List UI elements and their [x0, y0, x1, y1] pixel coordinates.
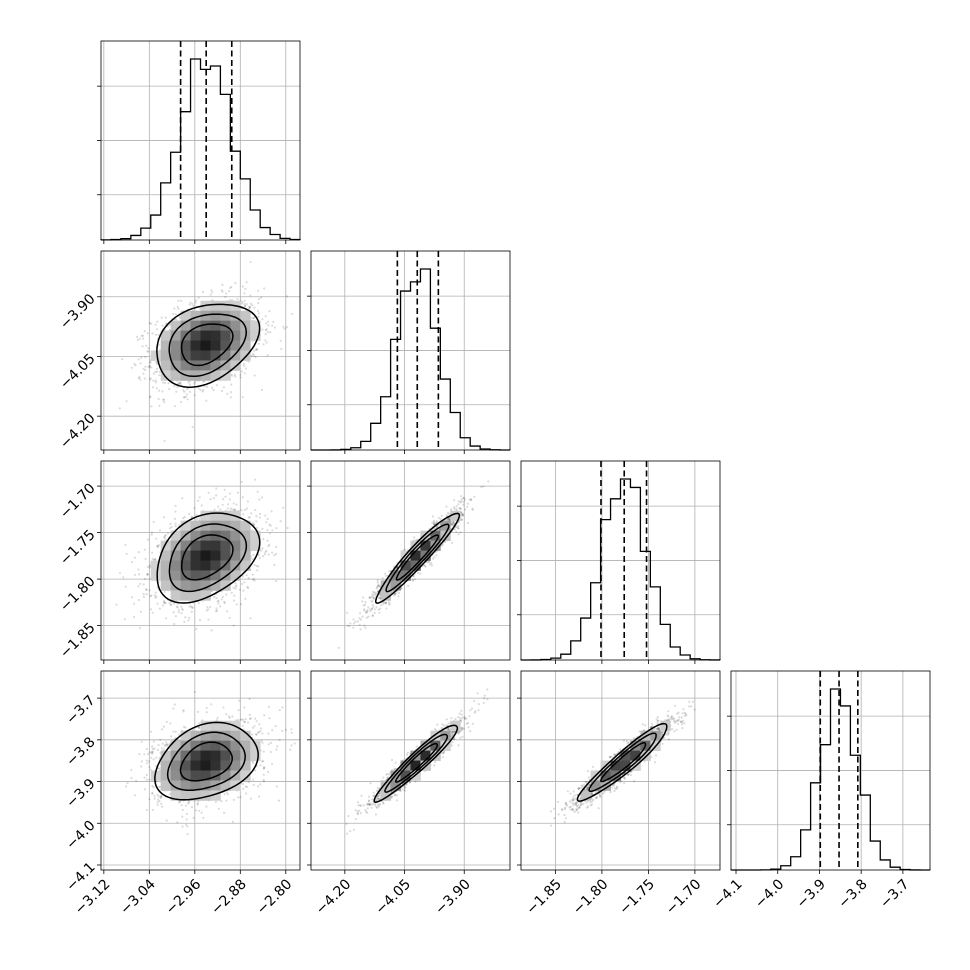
density-cells	[150, 300, 261, 381]
panel-frame	[310, 670, 511, 871]
panel-frame	[310, 460, 511, 661]
contour-lines	[154, 721, 259, 801]
y-tick-label-3-3: −3.8	[63, 734, 98, 769]
y-tick-label-3-1: −4.0	[63, 818, 98, 853]
y-tick-label-2-2: −1.75	[57, 527, 99, 569]
hist-panel-2	[517, 460, 721, 661]
panel-3-0	[97, 670, 301, 874]
y-tick-label-2-3: −1.70	[57, 480, 99, 522]
x-tick-label-1-2: −3.90	[432, 876, 474, 918]
y-tick-label-3-2: −3.9	[63, 776, 98, 811]
contour-lines	[156, 303, 261, 388]
contour-2	[154, 721, 259, 801]
contour-2	[156, 512, 261, 604]
panel-2-0	[97, 460, 301, 664]
contour-2	[374, 512, 461, 604]
contour-1	[588, 732, 657, 793]
contour-lines	[373, 724, 459, 803]
y-tick-label-2-1: −1.80	[57, 573, 99, 615]
hist-panel-1	[307, 250, 511, 451]
density-cells	[150, 510, 261, 601]
x-tick-label-2-3: −1.70	[663, 876, 705, 918]
histogram-2	[520, 478, 721, 661]
x-tick-label-0-1: −3.04	[117, 876, 159, 918]
y-tick-label-1-0: −4.20	[57, 411, 99, 453]
contour-2	[373, 724, 459, 803]
contour-0	[180, 534, 234, 581]
y-tick-label-2-0: −1.85	[57, 620, 99, 662]
contour-lines	[374, 512, 461, 604]
y-tick-label-1-2: −3.90	[57, 291, 99, 333]
x-tick-label-3-2: −3.9	[794, 876, 829, 911]
x-tick-label-3-1: −4.0	[752, 876, 787, 911]
x-tick-label-1-1: −4.05	[372, 876, 414, 918]
panel-3-1	[307, 670, 511, 874]
x-tick-label-2-1: −1.80	[570, 876, 612, 918]
hist-panel-3	[727, 670, 931, 871]
x-tick-label-0-4: −2.80	[254, 876, 296, 918]
x-tick-label-2-0: −1.85	[523, 876, 565, 918]
contour-1	[168, 313, 247, 378]
panel-3-2	[517, 670, 721, 874]
contour-1	[384, 733, 449, 793]
contour-1	[385, 523, 450, 593]
x-tick-label-3-0: −4.1	[710, 876, 745, 911]
hist-panel-0	[97, 40, 301, 241]
contour-0	[394, 742, 439, 783]
y-tick-label-3-4: −3.7	[63, 692, 98, 727]
contour-0	[180, 323, 234, 367]
contour-1	[166, 731, 246, 792]
panel-frame	[100, 460, 301, 661]
x-tick-label-0-2: −2.96	[163, 876, 205, 918]
contour-0	[395, 534, 440, 581]
contour-lines	[576, 722, 668, 802]
x-tick-label-3-3: −3.8	[835, 876, 870, 911]
contour-2	[576, 722, 668, 802]
panel-frame	[100, 670, 301, 871]
y-tick-label-1-1: −4.05	[57, 351, 99, 393]
panel-frame	[520, 670, 721, 871]
contour-1	[168, 523, 248, 593]
contour-0	[600, 742, 647, 783]
panel-1-0	[97, 250, 301, 454]
contour-2	[156, 303, 261, 388]
x-tick-label-2-2: −1.75	[616, 876, 658, 918]
x-tick-label-1-0: −4.20	[313, 876, 355, 918]
histogram-1	[310, 268, 511, 451]
panel-2-1	[307, 460, 511, 664]
x-tick-label-0-3: −2.88	[208, 876, 250, 918]
contour-lines	[156, 512, 261, 604]
histogram-0	[100, 58, 301, 241]
contour-0	[179, 741, 233, 782]
x-tick-label-3-4: −3.7	[877, 876, 912, 911]
panel-frame	[100, 250, 301, 451]
